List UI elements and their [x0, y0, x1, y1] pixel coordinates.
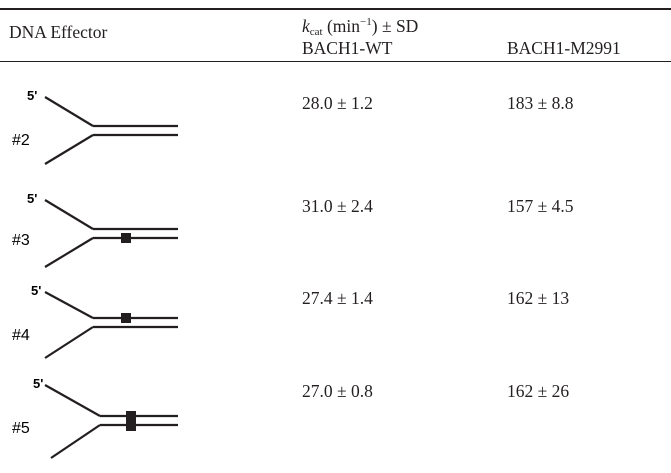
dna-lesion-marker-top [126, 411, 136, 421]
table-row: 5' #3 31.0 ± 2.4 157 ± 4.5 [0, 193, 671, 281]
header-dna-effector: DNA Effector [9, 22, 108, 42]
five-prime-label: 5' [33, 378, 43, 391]
table-row: 5' #4 27.4 ± 1.4 162 ± 13 [0, 285, 671, 373]
kcat-unit-open: (min [322, 16, 361, 36]
kcat-wt-value: 27.0 ± 0.8 [302, 381, 373, 401]
dna-lesion-marker [121, 233, 131, 243]
kcat-m2991-value: 162 ± 13 [507, 288, 570, 308]
header-bach1-wt: BACH1-WT [302, 38, 393, 58]
dna-fork-diagram: 5' #5 [12, 378, 178, 459]
table-header-rule [0, 61, 671, 62]
effector-id: #3 [12, 232, 30, 249]
kcat-subscript: cat [309, 26, 323, 38]
kcat-wt-value: 31.0 ± 2.4 [302, 196, 373, 216]
header-kcat: kcat (min−1) ± SD [302, 16, 418, 38]
kcat-unit-close: ) ± SD [371, 16, 419, 36]
dna-fork-diagram: 5' #3 [12, 193, 178, 268]
dna-fork-diagram: 5' #4 [12, 285, 178, 359]
five-prime-label: 5' [27, 90, 37, 103]
five-prime-label: 5' [27, 193, 37, 206]
kcat-m2991-value: 183 ± 8.8 [507, 93, 574, 113]
kcat-wt-value: 28.0 ± 1.2 [302, 93, 373, 113]
table-row: 5' #5 27.0 ± 0.8 162 ± 26 [0, 378, 671, 466]
kcat-m2991-value: 162 ± 26 [507, 381, 570, 401]
effector-id: #4 [12, 327, 30, 344]
effector-id: #2 [12, 132, 30, 149]
dna-lesion-marker [121, 313, 131, 323]
table-row: 5' #2 28.0 ± 1.2 183 ± 8.8 [0, 90, 671, 178]
dna-strands [44, 96, 178, 165]
dna-strands [44, 384, 178, 459]
dna-strands [44, 199, 178, 268]
kcat-wt-value: 27.4 ± 1.4 [302, 288, 373, 308]
header-bach1-m2991: BACH1-M2991 [507, 38, 621, 58]
kcat-unit-superscript: −1 [360, 16, 372, 28]
dna-lesion-marker-bottom [126, 421, 136, 431]
kcat-symbol: k [302, 16, 310, 36]
kcat-m2991-value: 157 ± 4.5 [507, 196, 574, 216]
dna-strands [44, 291, 178, 359]
five-prime-label: 5' [31, 285, 41, 298]
effector-id: #5 [12, 420, 30, 437]
table-top-rule [0, 8, 671, 10]
dna-fork-diagram: 5' #2 [12, 90, 178, 165]
